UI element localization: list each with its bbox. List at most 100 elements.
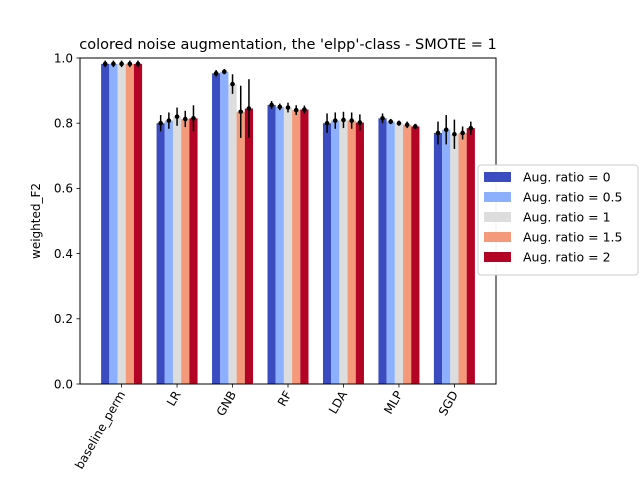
bar [386, 121, 395, 384]
bar [458, 132, 467, 384]
mean-marker [127, 61, 133, 67]
legend: Aug. ratio = 0 Aug. ratio = 0.5 Aug. ratio… [477, 164, 639, 276]
legend-swatch [484, 172, 511, 182]
mean-marker [166, 118, 172, 123]
mean-marker [222, 69, 227, 74]
bar [300, 109, 309, 385]
x-tick-label: SGD [436, 389, 461, 419]
bar [101, 63, 110, 384]
mean-marker [396, 120, 402, 126]
mean-marker [380, 116, 385, 121]
bar [220, 71, 229, 384]
mean-marker [357, 120, 363, 125]
bar [283, 107, 293, 384]
bar [378, 118, 387, 384]
bar [355, 122, 364, 384]
mean-marker [111, 61, 116, 67]
y-tick-label: 0.8 [54, 117, 73, 131]
bar [181, 118, 190, 384]
mean-marker [349, 118, 354, 123]
bar [450, 134, 459, 384]
bar [164, 120, 173, 384]
mean-marker [230, 81, 235, 87]
mean-marker [119, 61, 124, 67]
mean-marker [460, 130, 465, 136]
bar [109, 63, 118, 384]
y-tick-label: 0.4 [54, 247, 73, 261]
bar [244, 108, 254, 384]
chart-title: colored noise augmentation, the 'elpp'-c… [79, 37, 497, 53]
x-tick-label: MLP [381, 389, 405, 417]
bars-layer [101, 63, 475, 385]
mean-marker [468, 125, 474, 131]
legend-swatch [484, 192, 511, 202]
bar [394, 123, 404, 384]
mean-marker [443, 127, 449, 133]
mean-marker [213, 71, 219, 76]
bar [331, 120, 340, 384]
bar [189, 118, 198, 384]
bar [442, 129, 451, 384]
mean-marker [277, 104, 283, 110]
bar [172, 116, 182, 385]
mean-marker [388, 119, 394, 124]
mean-marker [285, 105, 291, 110]
y-tick-label: 0.2 [54, 312, 73, 326]
mean-marker [435, 130, 441, 136]
bar [403, 124, 412, 384]
bar [339, 119, 348, 384]
mean-marker [174, 114, 180, 119]
bar [125, 63, 134, 384]
y-tick-label: 0.6 [54, 182, 73, 196]
bar [322, 123, 332, 384]
mean-marker [332, 118, 338, 123]
mean-marker [191, 116, 196, 121]
x-tick-label: GNB [214, 389, 239, 419]
mean-marker [158, 120, 163, 126]
legend-label: Aug. ratio = 1 [523, 210, 611, 225]
bar [236, 111, 245, 384]
bar [466, 128, 475, 384]
mean-marker [404, 122, 410, 128]
legend-swatch [484, 252, 511, 262]
mean-marker [135, 61, 141, 67]
bar [292, 110, 301, 384]
x-tick-label: baseline_perm [72, 389, 128, 472]
legend-swatch [484, 212, 511, 222]
bar [275, 106, 284, 385]
bar [212, 73, 221, 385]
mean-marker [293, 107, 299, 113]
legend-swatch [484, 232, 511, 242]
y-axis-label: weighted_F2 [29, 183, 43, 259]
mean-marker [102, 61, 108, 67]
errorbars-layer [102, 60, 474, 149]
bar [117, 63, 126, 384]
bar [347, 120, 356, 384]
x-tick-label: RF [275, 388, 295, 408]
mean-marker [246, 106, 252, 111]
legend-label: Aug. ratio = 0.5 [523, 190, 622, 205]
bar [267, 104, 276, 384]
x-tick-label: LR [164, 389, 184, 409]
bar [156, 123, 165, 384]
x-tick-label: LDA [326, 388, 350, 416]
mean-marker [269, 102, 274, 108]
y-tick-label: 0.0 [54, 377, 73, 391]
legend-label: Aug. ratio = 2 [523, 250, 611, 265]
bar [411, 126, 420, 385]
mean-marker [341, 117, 346, 123]
mean-marker [238, 109, 244, 115]
y-tick-label: 1.0 [54, 51, 73, 65]
mean-marker [413, 124, 418, 129]
legend-label: Aug. ratio = 1.5 [523, 230, 622, 245]
bar [133, 63, 143, 384]
mean-marker [182, 116, 188, 122]
mean-marker [324, 120, 330, 126]
mean-marker [302, 107, 307, 112]
bar [228, 84, 237, 384]
legend-label: Aug. ratio = 0 [523, 170, 611, 185]
mean-marker [452, 131, 457, 137]
bar [433, 132, 443, 384]
legend-box [477, 164, 639, 276]
